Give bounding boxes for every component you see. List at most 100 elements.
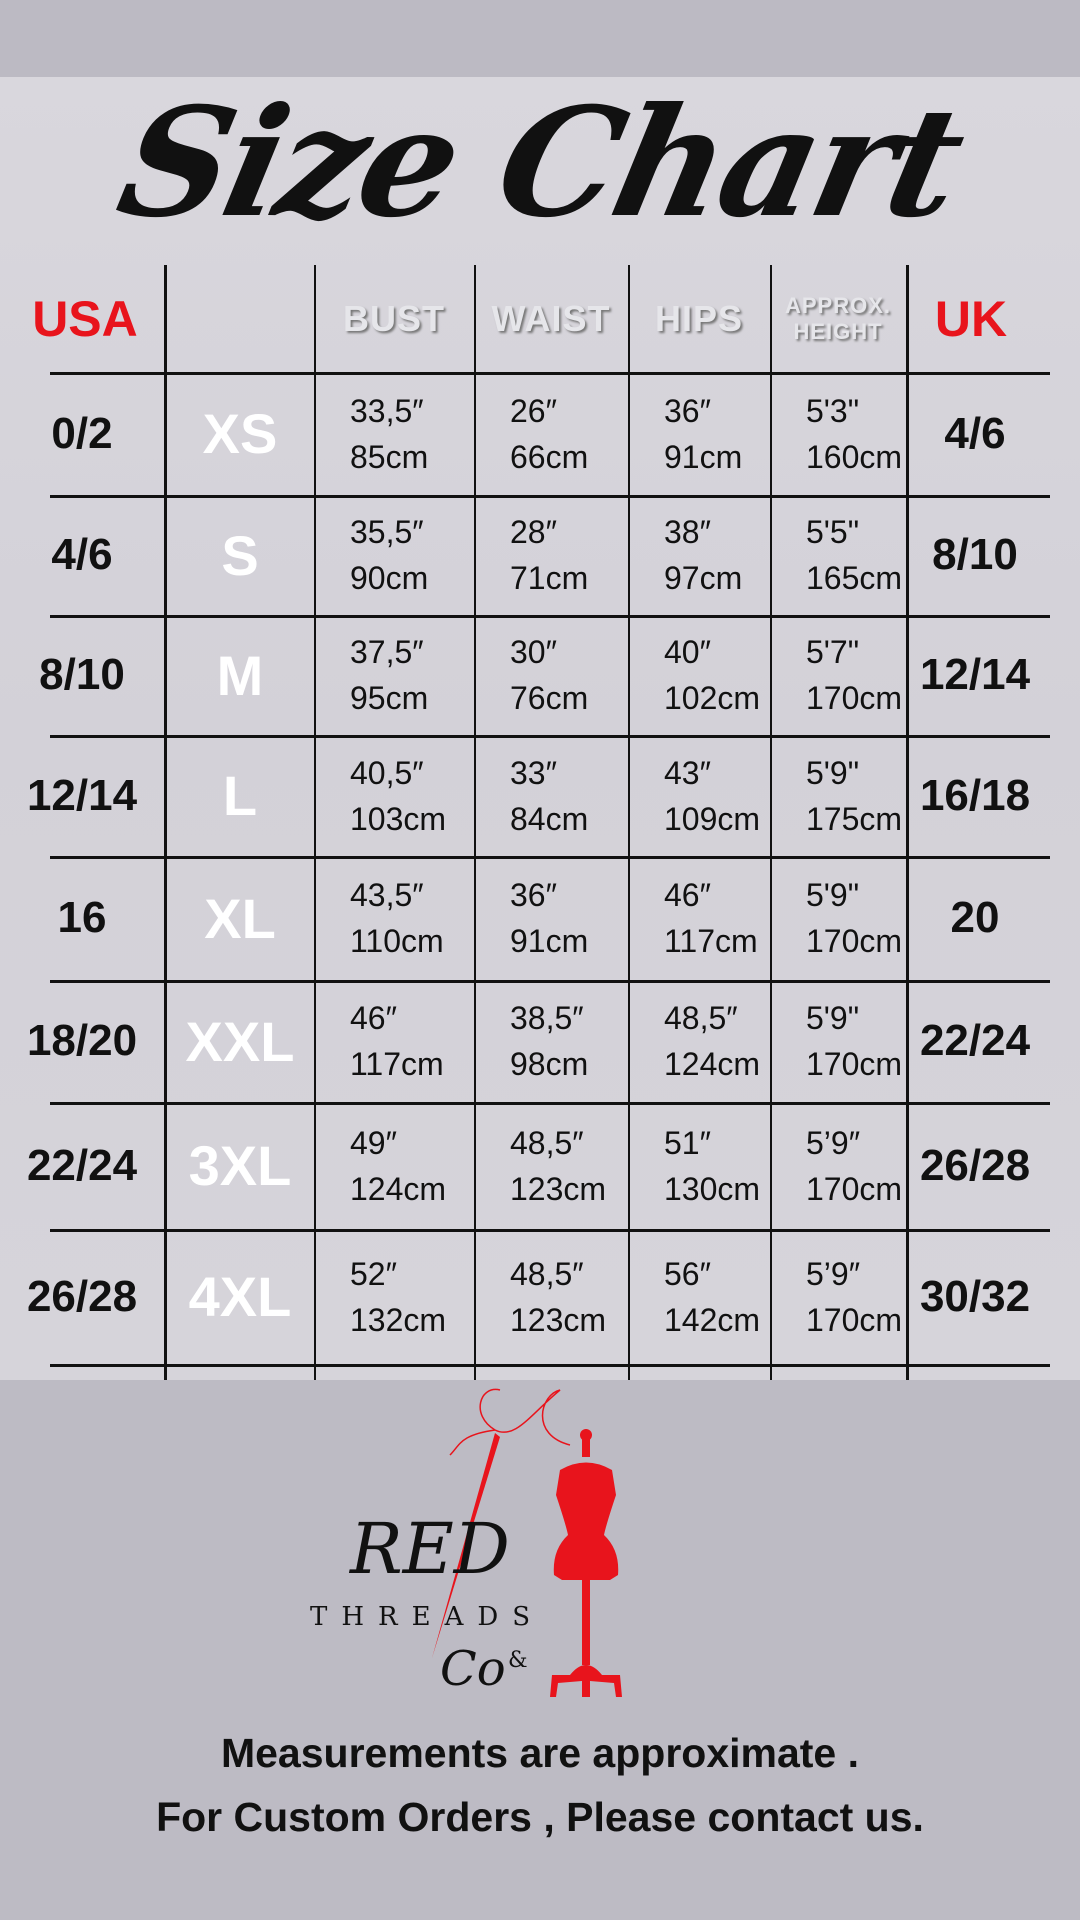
bust-cell-bust-cm: 95cm (350, 680, 429, 716)
bust-cell-bust-cm: 132cm (350, 1301, 447, 1338)
row-divider (50, 856, 1050, 859)
usa-size-usa: 18/20 (26, 1016, 138, 1065)
height-cell-height-ft: 5'3" (806, 392, 860, 429)
row-divider (50, 980, 1050, 983)
letter-size-size: L (222, 764, 258, 827)
hips-cell-hips-cm: 91cm (664, 438, 743, 475)
waist-cell-waist-cm: 76cm (510, 680, 589, 716)
column-divider (906, 265, 909, 1380)
letter-size: L (166, 735, 314, 856)
height-cell-height-cm: 165cm (806, 560, 903, 596)
bust-cell-bust-in: 52″ (350, 1255, 397, 1292)
row-divider (50, 1364, 1050, 1367)
waist-cell-waist-in: 33″ (510, 754, 557, 791)
chart-panel (0, 77, 1080, 1380)
hips-cell-hips-in: 38″ (664, 514, 711, 550)
hips-cell: 46″ 117cm (628, 856, 770, 980)
usa-size: 22/24 (0, 1102, 164, 1229)
hips-cell-hips-cm: 142cm (664, 1301, 761, 1338)
uk-size-uk: 22/24 (919, 1016, 1031, 1065)
height-cell-height-cm: 160cm (806, 438, 903, 475)
hips-cell-hips-in: 40″ (664, 634, 711, 670)
dress-form-icon (550, 1429, 622, 1697)
bust-cell-bust-in: 49″ (350, 1124, 397, 1161)
height-cell-height-ft: 5'9" (806, 754, 860, 791)
hips-cell: 56″ 142cm (628, 1229, 770, 1364)
hips-cell: 48,5″ 124cm (628, 980, 770, 1102)
waist-cell-waist-in: 30″ (510, 634, 557, 670)
header-uk: UK (934, 290, 1008, 347)
bust-cell: 37,5″ 95cm (314, 615, 474, 735)
waist-cell-waist-cm: 84cm (510, 800, 589, 837)
hips-cell: 40″ 102cm (628, 615, 770, 735)
usa-size-usa: 22/24 (26, 1140, 138, 1190)
row-divider (50, 615, 1050, 618)
height-cell: 5’9″ 170cm (770, 1229, 906, 1364)
letter-size: 3XL (166, 1102, 314, 1229)
waist-cell: 38,5″ 98cm (474, 980, 628, 1102)
hips-cell: 43″ 109cm (628, 735, 770, 856)
height-cell: 5’9″ 170cm (770, 1102, 906, 1229)
waist-cell-waist-cm: 123cm (510, 1301, 607, 1338)
uk-size: 8/10 (908, 495, 1042, 615)
header-hips: HIPS (654, 297, 744, 339)
uk-size: 4/6 (908, 372, 1042, 495)
waist-cell-waist-cm: 71cm (510, 560, 589, 596)
letter-size-size: XL (204, 886, 276, 950)
height-cell-height-ft: 5'9" (806, 1000, 860, 1036)
hips-cell: 51″ 130cm (628, 1102, 770, 1229)
uk-size-uk: 30/32 (919, 1271, 1031, 1321)
needle-icon (432, 1433, 500, 1658)
bust-cell-bust-in: 43,5″ (350, 877, 424, 913)
hips-cell: 38″ 97cm (628, 495, 770, 615)
uk-size: 30/32 (908, 1229, 1042, 1364)
red-threads-logo: RED THREADS & Co (310, 1388, 622, 1697)
letter-size-size: XXL (185, 1009, 295, 1073)
thread-icon (449, 1388, 571, 1456)
bust-cell: 33,5″ 85cm (314, 372, 474, 495)
waist-cell-waist-cm: 91cm (510, 923, 589, 959)
bust-cell-bust-in: 46″ (350, 1000, 397, 1036)
letter-size: XS (166, 372, 314, 495)
usa-size-usa: 4/6 (51, 530, 113, 579)
waist-cell-waist-cm: 98cm (510, 1046, 589, 1082)
usa-size: 18/20 (0, 980, 164, 1102)
height-cell: 5'7" 170cm (770, 615, 906, 735)
row-divider (50, 735, 1050, 738)
usa-size: 4/6 (0, 495, 164, 615)
bust-cell-bust-in: 33,5″ (350, 392, 424, 429)
height-cell: 5'5" 165cm (770, 495, 906, 615)
bust-cell-bust-cm: 103cm (350, 800, 447, 837)
uk-size: 26/28 (908, 1102, 1042, 1229)
height-cell-height-ft: 5’9″ (806, 1124, 861, 1161)
height-cell-height-ft: 5'5" (806, 514, 860, 550)
row-divider (50, 1102, 1050, 1105)
height-cell: 5'9" 170cm (770, 856, 906, 980)
letter-size-size: 3XL (188, 1134, 292, 1197)
hips-cell-hips-in: 51″ (664, 1124, 711, 1161)
header-waist: WAIST (491, 297, 611, 339)
uk-size-uk: 20 (950, 893, 1000, 942)
height-cell: 5'9" 175cm (770, 735, 906, 856)
header-height: APPROX. HEIGHT (770, 265, 906, 372)
uk-size: 22/24 (908, 980, 1042, 1102)
row-divider (50, 495, 1050, 498)
bust-cell: 35,5″ 90cm (314, 495, 474, 615)
height-cell-height-cm: 170cm (806, 1301, 903, 1338)
logo-red: RED (348, 1508, 510, 1590)
waist-cell: 28″ 71cm (474, 495, 628, 615)
uk-size-uk: 16/18 (919, 770, 1031, 820)
column-divider (164, 265, 167, 1380)
waist-cell-waist-in: 28″ (510, 514, 557, 550)
bust-cell: 40,5″ 103cm (314, 735, 474, 856)
hips-cell-hips-in: 43″ (664, 754, 711, 791)
hips-cell-hips-in: 48,5″ (664, 1000, 738, 1036)
bust-cell-bust-cm: 85cm (350, 438, 429, 475)
header-height-line2: HEIGHT (793, 318, 883, 344)
bust-cell: 43,5″ 110cm (314, 856, 474, 980)
page-title: Size Chart (105, 75, 975, 251)
hips-cell-hips-cm: 97cm (664, 560, 743, 596)
hips-cell-hips-cm: 124cm (664, 1046, 761, 1082)
usa-size: 12/14 (0, 735, 164, 856)
height-cell-height-cm: 170cm (806, 1046, 903, 1082)
